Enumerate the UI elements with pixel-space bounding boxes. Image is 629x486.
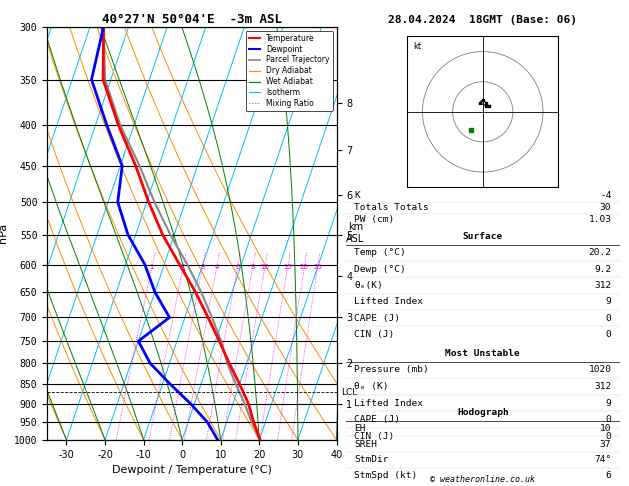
Text: 15: 15 [283,264,292,270]
Title: 40°27'N 50°04'E  -3m ASL: 40°27'N 50°04'E -3m ASL [102,13,282,26]
Text: 28.04.2024  18GMT (Base: 06): 28.04.2024 18GMT (Base: 06) [388,15,577,25]
Text: Pressure (mb): Pressure (mb) [354,365,429,375]
Text: CIN (J): CIN (J) [354,432,394,441]
Text: CAPE (J): CAPE (J) [354,415,400,424]
Text: StmDir: StmDir [354,455,389,465]
Text: 10: 10 [600,424,611,433]
Text: 0: 0 [606,330,611,339]
Text: 8: 8 [250,264,255,270]
Text: Surface: Surface [463,232,503,241]
Text: 1020: 1020 [588,365,611,375]
Text: Most Unstable: Most Unstable [445,349,520,358]
Text: StmSpd (kt): StmSpd (kt) [354,471,418,480]
Text: 0: 0 [606,415,611,424]
Text: © weatheronline.co.uk: © weatheronline.co.uk [430,474,535,484]
Text: 0: 0 [606,432,611,441]
Text: 1: 1 [150,264,154,270]
Text: 20: 20 [300,264,309,270]
Text: 312: 312 [594,281,611,290]
Text: 10: 10 [260,264,269,270]
Text: 9: 9 [606,399,611,408]
Text: 9: 9 [606,297,611,306]
Text: EH: EH [354,424,365,433]
Text: PW (cm): PW (cm) [354,215,394,225]
Y-axis label: hPa: hPa [0,223,8,243]
Text: 3: 3 [200,264,204,270]
Text: Totals Totals: Totals Totals [354,203,429,212]
Text: 37: 37 [600,440,611,449]
Y-axis label: km
ASL: km ASL [346,223,364,244]
Text: 4: 4 [214,264,219,270]
X-axis label: Dewpoint / Temperature (°C): Dewpoint / Temperature (°C) [112,465,272,475]
Text: 30: 30 [600,203,611,212]
Text: 0: 0 [606,313,611,323]
Text: 6: 6 [606,471,611,480]
Text: K: K [354,191,360,200]
Text: θₑ(K): θₑ(K) [354,281,383,290]
Text: Hodograph: Hodograph [457,408,509,417]
Text: 1.03: 1.03 [588,215,611,225]
Text: 25: 25 [313,264,322,270]
Text: SREH: SREH [354,440,377,449]
Text: 20.2: 20.2 [588,248,611,258]
Text: 312: 312 [594,382,611,391]
Text: CAPE (J): CAPE (J) [354,313,400,323]
Text: LCL: LCL [341,387,357,397]
Text: 9.2: 9.2 [594,265,611,274]
Text: Lifted Index: Lifted Index [354,399,423,408]
Text: 2: 2 [181,264,185,270]
Text: -4: -4 [600,191,611,200]
Text: Dewp (°C): Dewp (°C) [354,265,406,274]
Legend: Temperature, Dewpoint, Parcel Trajectory, Dry Adiabat, Wet Adiabat, Isotherm, Mi: Temperature, Dewpoint, Parcel Trajectory… [245,31,333,111]
Text: θₑ (K): θₑ (K) [354,382,389,391]
Text: kt: kt [413,41,421,51]
Text: CIN (J): CIN (J) [354,330,394,339]
Text: Lifted Index: Lifted Index [354,297,423,306]
Text: 6: 6 [235,264,240,270]
Text: Temp (°C): Temp (°C) [354,248,406,258]
Text: 74°: 74° [594,455,611,465]
